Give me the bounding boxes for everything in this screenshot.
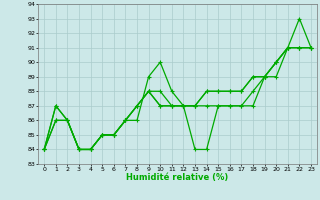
X-axis label: Humidité relative (%): Humidité relative (%) [126, 173, 229, 182]
